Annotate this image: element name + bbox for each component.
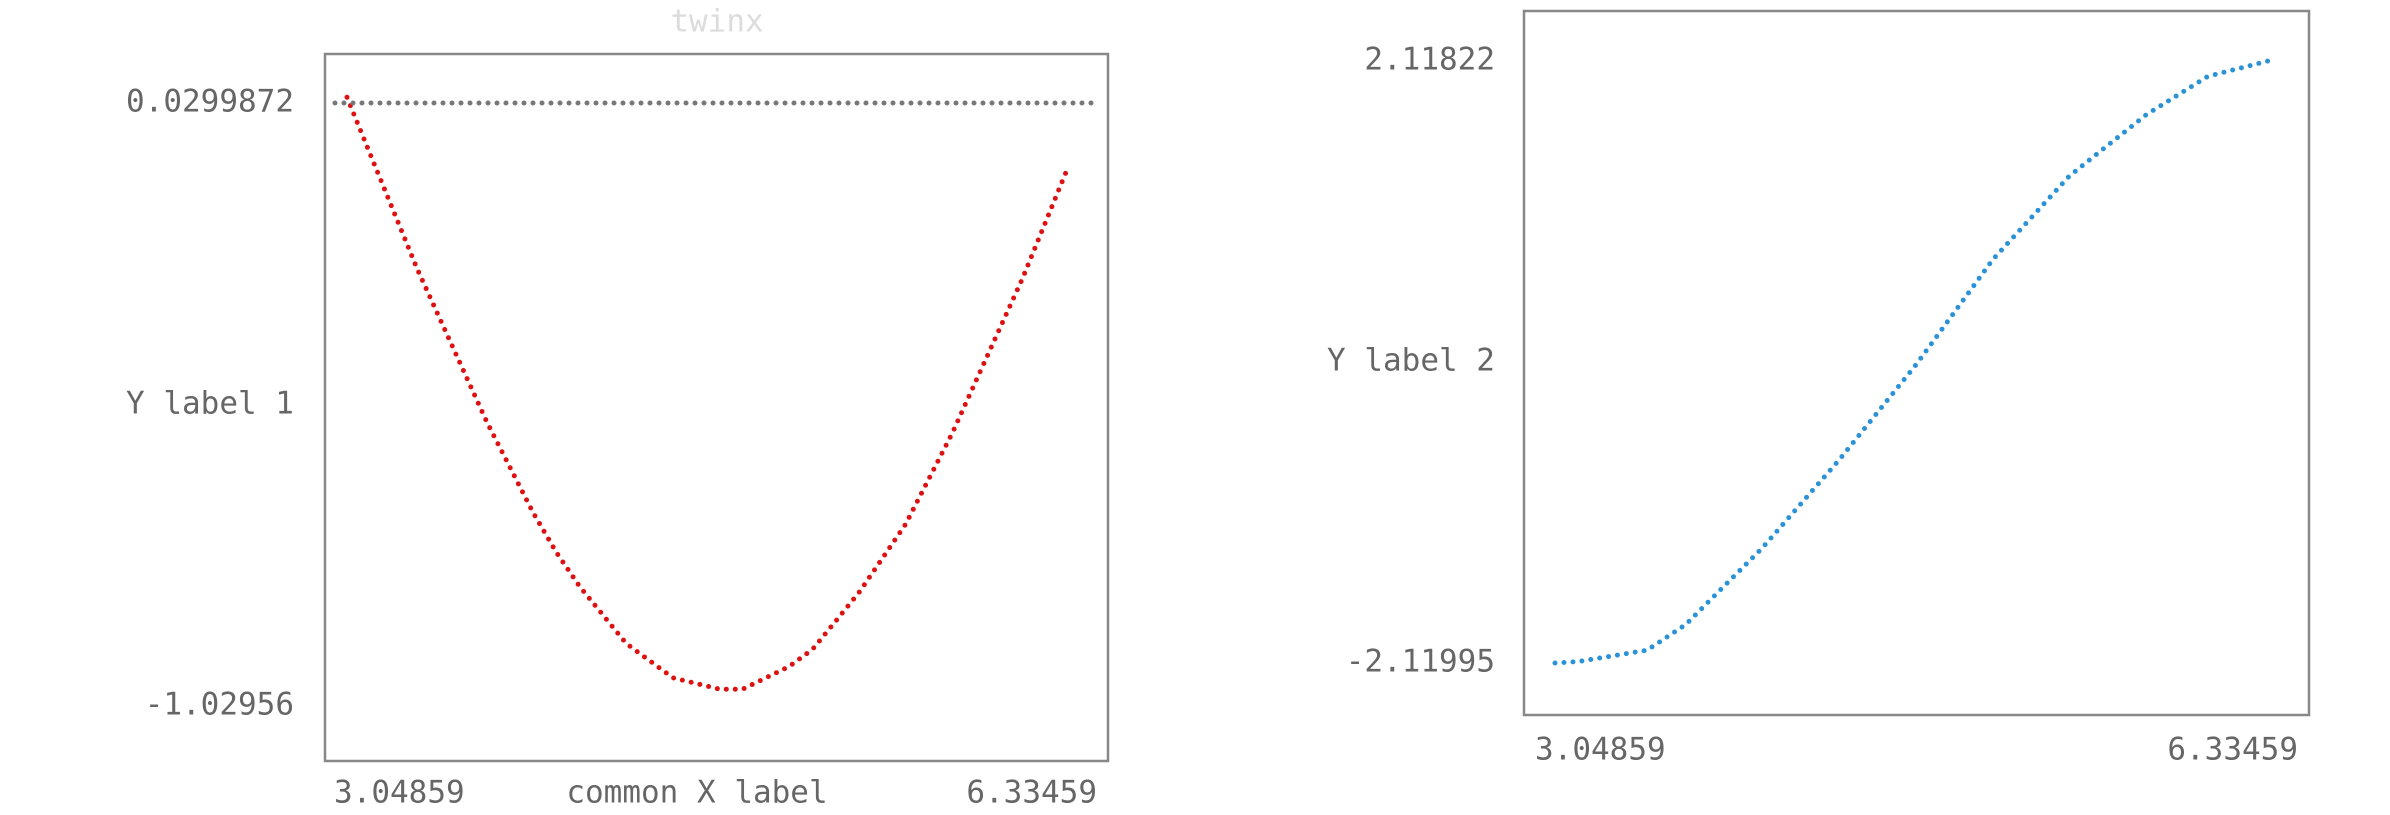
y-tick-label: 2.11822 <box>1364 42 1495 78</box>
x-tick-label: 6.33459 <box>2167 732 2298 768</box>
frame <box>1522 9 2311 717</box>
y-tick-label: -2.11995 <box>1346 644 1495 680</box>
y-tick-label: -1.02956 <box>145 687 294 723</box>
y-axis-label: Y label 2 <box>1327 343 1495 379</box>
x-axis-label: common X label <box>566 775 827 811</box>
x-tick-label: 3.04859 <box>1535 732 1666 768</box>
data-line <box>1552 58 2272 666</box>
y-tick-label: 0.0299872 <box>126 84 294 120</box>
y-axis-label: Y label 1 <box>126 386 294 422</box>
x-tick-label: 3.04859 <box>334 775 465 811</box>
chart-title: twinx <box>670 4 763 40</box>
data-line <box>344 94 1072 692</box>
x-tick-label: 6.33459 <box>966 775 1097 811</box>
frame <box>323 52 1110 763</box>
